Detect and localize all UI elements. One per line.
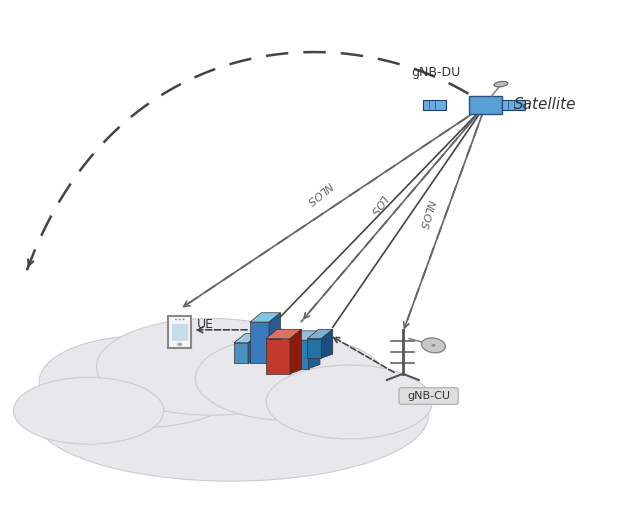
Bar [307,339,321,358]
Ellipse shape [431,344,435,347]
Bar [172,324,188,341]
Polygon shape [307,329,333,339]
Ellipse shape [33,349,428,481]
Bar [266,339,290,374]
Bar [469,96,502,114]
Ellipse shape [13,378,164,444]
Ellipse shape [195,336,385,421]
Ellipse shape [39,336,244,427]
Ellipse shape [179,319,180,320]
Polygon shape [321,329,333,358]
Polygon shape [288,331,320,340]
Polygon shape [234,333,259,343]
Bar [250,322,269,363]
Ellipse shape [494,82,508,87]
Bar [288,340,308,369]
Text: NLOS: NLOS [417,198,435,230]
Bar [423,100,446,110]
Ellipse shape [182,319,184,320]
Ellipse shape [422,338,445,353]
Bar [168,316,191,348]
Text: gNB-DU: gNB-DU [411,66,460,79]
Text: gNB-CU: gNB-CU [407,391,450,401]
Polygon shape [269,313,280,363]
Bar [502,100,525,110]
Polygon shape [250,313,280,322]
Text: NLOS: NLOS [304,179,333,206]
Text: LOS: LOS [367,193,388,216]
Polygon shape [290,329,301,374]
Polygon shape [266,329,301,339]
Polygon shape [308,331,320,369]
Ellipse shape [97,318,326,415]
Text: UE: UE [196,318,213,331]
Polygon shape [248,333,259,363]
Text: Satellite: Satellite [515,97,577,112]
Ellipse shape [175,319,177,320]
Bar [234,343,248,363]
Ellipse shape [177,343,182,346]
Ellipse shape [266,365,432,439]
FancyBboxPatch shape [399,388,458,405]
